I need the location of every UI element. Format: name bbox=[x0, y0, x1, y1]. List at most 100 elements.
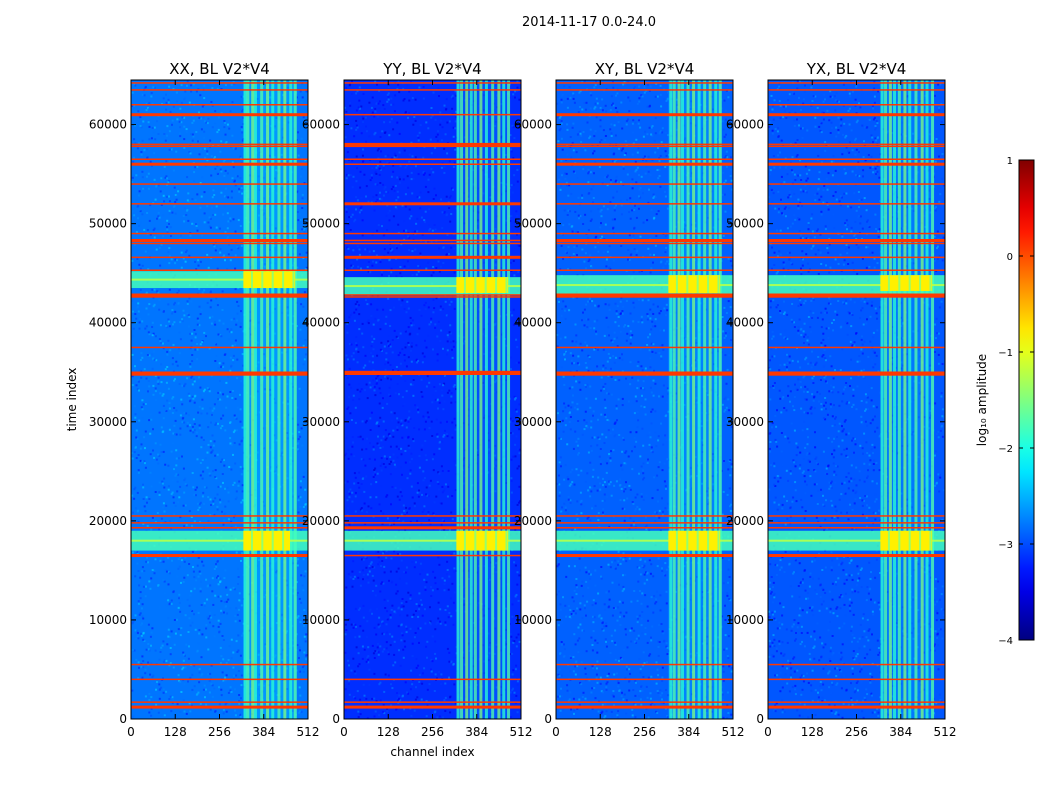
noise-cell bbox=[202, 439, 205, 441]
noise-cell bbox=[153, 126, 156, 129]
noise-cell bbox=[300, 137, 303, 140]
noise-cell bbox=[345, 586, 348, 589]
noise-cell bbox=[168, 130, 171, 133]
noise-cell bbox=[152, 428, 154, 431]
noise-cell bbox=[134, 368, 137, 370]
noise-cell bbox=[207, 673, 209, 676]
noise-cell bbox=[369, 567, 372, 569]
noise-cell bbox=[301, 584, 304, 587]
noise-cell bbox=[212, 189, 215, 192]
noise-cell bbox=[348, 496, 351, 499]
noise-cell bbox=[438, 563, 441, 566]
noise-cell bbox=[144, 447, 146, 450]
noise-cell bbox=[377, 623, 380, 626]
noise-cell bbox=[413, 502, 416, 505]
noise-cell bbox=[240, 697, 242, 700]
noise-cell bbox=[296, 342, 299, 345]
noise-cell bbox=[404, 342, 407, 345]
noise-cell bbox=[418, 681, 421, 683]
noise-cell bbox=[170, 148, 173, 151]
noise-cell bbox=[173, 643, 176, 646]
noise-cell bbox=[357, 710, 360, 713]
noise-cell bbox=[181, 421, 184, 424]
noise-cell bbox=[234, 267, 237, 270]
noise-cell bbox=[430, 595, 433, 597]
noise-cell bbox=[158, 683, 161, 686]
noise-cell bbox=[386, 631, 389, 634]
noise-cell bbox=[416, 129, 419, 132]
noise-cell bbox=[158, 454, 161, 457]
noise-cell bbox=[298, 253, 301, 256]
noise-cell bbox=[194, 628, 197, 631]
noise-cell bbox=[220, 170, 223, 173]
noise-cell bbox=[349, 229, 352, 231]
noise-cell bbox=[188, 510, 191, 513]
noise-cell bbox=[214, 476, 217, 478]
noise-cell bbox=[136, 635, 139, 638]
noise-cell bbox=[396, 426, 399, 429]
noise-cell bbox=[224, 511, 227, 514]
noise-cell bbox=[432, 393, 435, 396]
noise-cell bbox=[421, 395, 424, 398]
noise-cell bbox=[177, 457, 180, 460]
noise-cell bbox=[386, 161, 389, 164]
noise-cell bbox=[423, 355, 426, 358]
noise-cell bbox=[215, 355, 218, 357]
noise-cell bbox=[373, 469, 376, 471]
noise-cell bbox=[184, 90, 187, 93]
noise-cell bbox=[160, 646, 163, 649]
noise-cell bbox=[217, 625, 220, 628]
noise-cell bbox=[373, 697, 376, 700]
rfi-row bbox=[131, 203, 308, 205]
noise-cell bbox=[158, 528, 160, 531]
noise-cell bbox=[158, 658, 161, 661]
noise-cell bbox=[387, 92, 390, 95]
noise-cell bbox=[178, 597, 180, 600]
noise-cell bbox=[227, 491, 230, 494]
noise-cell bbox=[175, 464, 178, 467]
noise-cell bbox=[441, 518, 444, 521]
noise-cell bbox=[397, 625, 400, 628]
noise-cell bbox=[169, 662, 172, 665]
noise-cell bbox=[228, 466, 231, 468]
noise-cell bbox=[373, 209, 376, 212]
noise-cell bbox=[131, 689, 134, 692]
noise-cell bbox=[134, 313, 137, 315]
noise-cell bbox=[391, 248, 394, 251]
noise-cell bbox=[183, 710, 186, 713]
y-axis-label: time index bbox=[65, 368, 79, 432]
noise-cell bbox=[371, 340, 374, 343]
noise-cell bbox=[197, 611, 200, 614]
noise-cell bbox=[142, 120, 145, 123]
noise-cell bbox=[237, 247, 240, 250]
noise-cell bbox=[432, 271, 435, 274]
noise-cell bbox=[203, 136, 206, 139]
noise-cell bbox=[198, 629, 201, 631]
noise-cell bbox=[365, 130, 368, 133]
noise-cell bbox=[400, 419, 403, 422]
noise-cell bbox=[148, 711, 151, 714]
noise-cell bbox=[170, 493, 173, 496]
noise-cell bbox=[230, 248, 233, 251]
noise-cell bbox=[363, 490, 366, 493]
noise-cell bbox=[348, 664, 350, 667]
noise-cell bbox=[194, 332, 197, 335]
noise-cell bbox=[403, 402, 406, 405]
noise-cell bbox=[451, 348, 453, 351]
noise-cell bbox=[388, 523, 391, 526]
noise-cell bbox=[348, 396, 351, 398]
noise-cell bbox=[355, 124, 358, 127]
noise-cell bbox=[452, 623, 455, 626]
noise-cell bbox=[206, 387, 209, 389]
noise-cell bbox=[381, 650, 384, 653]
noise-cell bbox=[234, 525, 237, 528]
noise-cell bbox=[218, 398, 221, 401]
noise-cell bbox=[414, 698, 417, 701]
noise-cell bbox=[199, 474, 202, 477]
noise-cell bbox=[382, 710, 385, 713]
noise-cell bbox=[183, 147, 186, 149]
noise-cell bbox=[368, 565, 371, 568]
noise-cell bbox=[238, 712, 240, 715]
noise-cell bbox=[383, 108, 386, 110]
noise-cell bbox=[361, 219, 364, 222]
